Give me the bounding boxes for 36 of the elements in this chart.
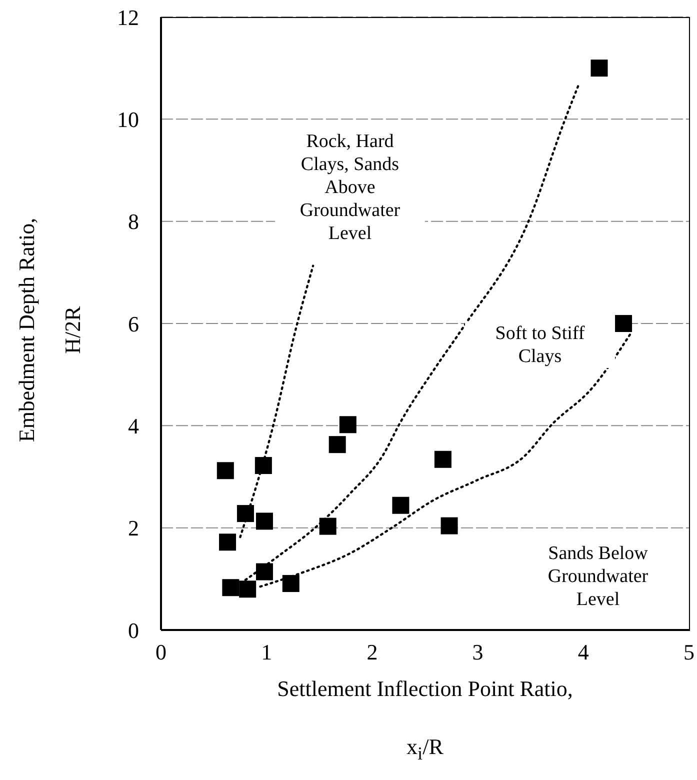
y-tick-label: 6 <box>128 311 139 336</box>
text: Settlement Inflection Point Ratio, x$_{i}$/R <box>277 676 573 764</box>
point <box>222 579 240 596</box>
point <box>440 517 458 534</box>
annotation: Soft to Stiff Clays <box>465 322 615 368</box>
point <box>282 575 300 592</box>
x-tick-label: 3 <box>472 640 484 665</box>
x-tick-label: 2 <box>366 640 378 665</box>
point <box>339 416 356 434</box>
point <box>392 496 410 514</box>
point <box>216 462 234 480</box>
y-tick-label: 12 <box>117 4 139 30</box>
point <box>236 505 254 522</box>
annotation: Rock, Hard Clays, Sands Above Groundwater Level <box>275 130 425 245</box>
point <box>434 450 452 468</box>
point <box>615 315 632 332</box>
point <box>219 534 236 551</box>
point <box>328 436 346 454</box>
point <box>256 512 273 530</box>
x-tick-label: 5 <box>684 640 694 665</box>
x-tick-label: 4 <box>578 640 589 665</box>
y-tick-label: 10 <box>117 106 139 132</box>
x-tick-label: 0 <box>156 640 166 665</box>
point <box>254 457 272 474</box>
point <box>239 580 256 598</box>
y-tick-label: 4 <box>128 413 139 438</box>
y-tick-label: 8 <box>128 209 139 234</box>
y-tick-label: 2 <box>128 516 139 541</box>
point <box>590 60 608 77</box>
point <box>319 518 336 535</box>
annotation: Sands Below Groundwater Level <box>523 542 673 611</box>
y-axis-title: Embedment Depth Ratio, H/2R <box>13 216 86 444</box>
point <box>256 563 273 580</box>
line-series <box>239 264 314 538</box>
x-tick-label: 1 <box>261 640 272 665</box>
y-tick-label: 0 <box>128 618 139 643</box>
